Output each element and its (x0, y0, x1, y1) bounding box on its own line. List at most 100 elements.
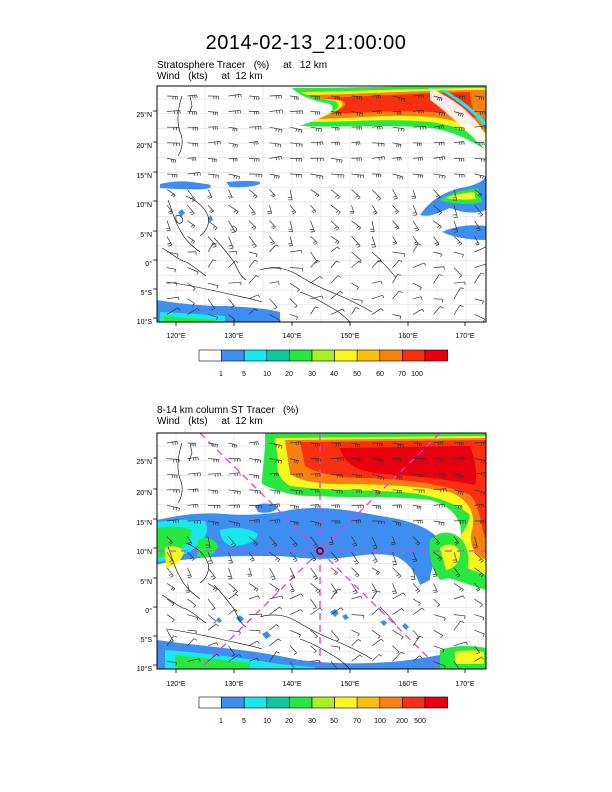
wind-barb (248, 220, 257, 230)
wind-barb (412, 583, 421, 593)
wind-barb (371, 489, 381, 495)
wind-barb (207, 458, 220, 463)
top-colorbar-label: 100 (411, 371, 423, 378)
wind-barb (207, 567, 216, 580)
wind-barb (433, 614, 446, 621)
wind-barb (228, 93, 242, 99)
wind-barb (412, 655, 423, 662)
wind-barb (248, 308, 258, 315)
wind-barb (371, 280, 383, 285)
wind-barb (310, 660, 321, 664)
wind-barb (269, 606, 283, 615)
wind-barb (269, 189, 276, 198)
wind-barb (392, 259, 403, 268)
wind-barb (453, 220, 459, 233)
wind-barb (289, 142, 303, 148)
wind-barb (207, 504, 221, 509)
wind-barb (330, 189, 340, 200)
top-colorbar-label: 30 (308, 371, 316, 378)
wind-barb (330, 275, 342, 284)
wind-barb (269, 624, 280, 631)
wind-barb (412, 489, 425, 493)
wind-barb (207, 642, 219, 647)
wind-barb (371, 654, 382, 662)
wind-barb (453, 505, 463, 509)
wind-barb (166, 536, 174, 545)
bottom-lat-labels: 25°N 20°N 15°N 10°N 5°N 0° 5°S 10°S (136, 458, 152, 673)
wind-barb (248, 489, 261, 494)
wind-barb (248, 126, 262, 130)
wind-barb (330, 457, 345, 462)
top-colorbar-label: 40 (330, 371, 338, 378)
top-lat-label: 10°S (137, 318, 153, 326)
wind-barb (207, 242, 217, 253)
bottom-lon-label: 130°E (224, 680, 243, 688)
wind-barb (433, 306, 444, 315)
wind-barb (289, 298, 298, 308)
wind-barb (207, 473, 222, 477)
wind-barb (187, 658, 201, 662)
bottom-panel-subtitle-1: 8-14 km column ST Tracer (%) (157, 405, 299, 416)
wind-barb (187, 638, 198, 647)
wind-barb (412, 505, 422, 510)
wind-barb (269, 236, 275, 245)
wind-barb (228, 204, 239, 215)
wind-barb (205, 536, 211, 548)
wind-barb (248, 173, 263, 178)
wind-barb (412, 157, 424, 161)
bottom-map-frame (156, 432, 487, 670)
wind-barb (269, 536, 278, 548)
wind-barb (207, 653, 220, 662)
wind-barb (392, 567, 402, 579)
wind-barb (248, 629, 261, 634)
wind-barb (228, 220, 236, 234)
wind-barb (371, 260, 382, 268)
top-lon-label: 150°E (340, 332, 359, 340)
wind-barb (392, 489, 402, 494)
wind-barb (351, 629, 360, 637)
wind-barb (392, 156, 402, 161)
wind-barb (228, 654, 242, 662)
wind-barb (351, 536, 358, 547)
wind-barb (187, 267, 199, 275)
colorbar-swatch (311, 349, 335, 362)
wind-barb (453, 305, 464, 315)
wind-barb (207, 298, 216, 311)
wind-barb (349, 205, 355, 214)
wind-barb (187, 220, 196, 229)
wind-barb (453, 158, 465, 162)
wind-barb (248, 536, 259, 547)
top-colorbar-label: 5 (242, 371, 246, 378)
wind-barb (433, 551, 443, 561)
wind-barb (412, 598, 421, 606)
wind-barb (392, 592, 406, 600)
wind-barb (328, 536, 334, 545)
wind-barb (351, 614, 365, 619)
wind-barb (166, 635, 178, 646)
wind-barb (330, 645, 341, 651)
wind-barb (371, 458, 384, 463)
top-lon-label: 140°E (282, 332, 301, 340)
wind-barb (166, 251, 179, 258)
wind-barb (330, 260, 340, 268)
wind-barb (472, 536, 478, 548)
wind-barb (166, 296, 180, 301)
wind-barb (351, 126, 362, 131)
wind-barb (166, 236, 173, 247)
wind-barb (433, 251, 442, 257)
wind-barb (248, 236, 257, 248)
wind-barb (474, 173, 486, 180)
wind-barb (371, 156, 386, 161)
wind-barb (474, 551, 484, 563)
wind-barb (392, 442, 404, 448)
wind-barb (187, 251, 197, 255)
wind-barb (412, 243, 422, 253)
wind-barb (351, 111, 363, 117)
wind-barb (310, 306, 319, 315)
wind-barb (228, 442, 238, 449)
wind-barb (351, 251, 362, 263)
wind-barb (351, 552, 359, 565)
wind-barb (310, 259, 321, 268)
wind-barb (248, 259, 258, 268)
wind-barb (433, 156, 446, 161)
